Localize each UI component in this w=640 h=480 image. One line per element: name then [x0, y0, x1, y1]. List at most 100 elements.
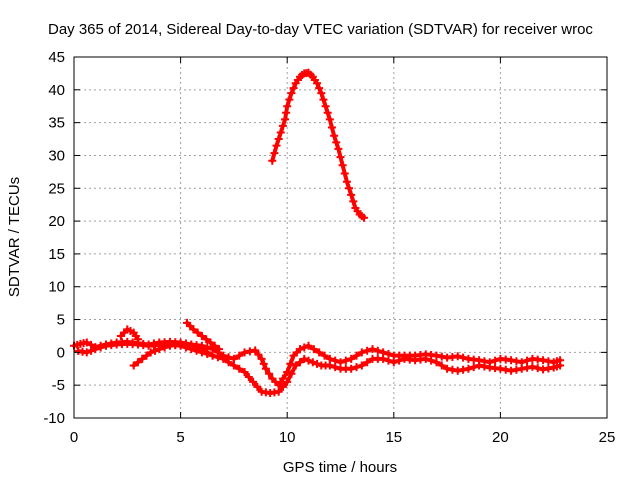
data-point — [278, 121, 287, 130]
data-point — [352, 351, 361, 360]
data-point — [274, 387, 283, 396]
data-point — [253, 382, 262, 391]
x-tick-label: 10 — [279, 429, 296, 446]
data-point — [214, 345, 223, 354]
chart-title: Day 365 of 2014, Sidereal Day-to-day VTE… — [48, 21, 593, 38]
data-point — [283, 377, 292, 386]
data-point — [235, 351, 244, 360]
data-point — [249, 377, 258, 386]
data-point — [281, 115, 290, 124]
x-tick-label: 25 — [599, 429, 616, 446]
data-point — [357, 361, 366, 370]
data-point — [219, 354, 228, 363]
data-point — [286, 359, 295, 368]
series-1 — [268, 68, 368, 222]
x-tick-labels: 0 5 10 15 20 25 — [70, 429, 616, 446]
data-point — [349, 197, 358, 206]
data-point — [347, 364, 356, 373]
data-point — [533, 364, 542, 373]
data-point — [323, 108, 332, 117]
y-tick-label: 10 — [48, 279, 65, 296]
data-point — [203, 348, 212, 357]
data-point — [151, 346, 160, 355]
axis-ticks — [73, 56, 608, 419]
data-point — [300, 343, 309, 352]
x-tick-label: 5 — [176, 429, 184, 446]
data-point — [464, 364, 473, 373]
x-tick-label: 0 — [70, 429, 78, 446]
data-point — [197, 345, 206, 354]
data-point — [129, 361, 138, 370]
data-point — [254, 350, 263, 359]
data-point — [138, 354, 147, 363]
data-point — [556, 361, 565, 370]
data-point — [142, 351, 151, 360]
data-point — [334, 144, 343, 153]
x-axis-title: GPS time / hours — [283, 459, 397, 476]
data-point — [276, 128, 285, 137]
data-point — [274, 135, 283, 144]
data-point — [523, 356, 532, 365]
data-point — [208, 351, 217, 360]
data-point — [304, 356, 313, 365]
y-axis-title: SDTVAR / TECUs — [6, 177, 23, 297]
data-point — [146, 348, 155, 357]
y-tick-labels: -10 -5 0 5 10 15 20 25 30 35 40 45 — [43, 49, 65, 427]
y-tick-label: -5 — [52, 377, 65, 394]
data-point — [336, 153, 345, 162]
data-point — [363, 358, 372, 367]
data-point — [257, 354, 266, 363]
data-point — [235, 364, 244, 373]
data-point — [91, 345, 100, 354]
data-point — [338, 161, 347, 170]
data-point — [251, 346, 260, 355]
data-point — [528, 362, 537, 371]
data-point — [283, 368, 292, 377]
data-point — [202, 335, 211, 344]
data-point — [289, 84, 298, 93]
data-point — [244, 372, 253, 381]
data-point — [340, 169, 349, 178]
y-tick-label: 25 — [48, 180, 65, 197]
data-point — [453, 352, 462, 361]
y-tick-label: 5 — [57, 312, 65, 329]
y-tick-label: 0 — [57, 344, 65, 361]
data-point — [224, 358, 233, 367]
data-point — [313, 79, 322, 88]
x-tick-label: 15 — [385, 429, 402, 446]
data-point — [347, 190, 356, 199]
y-tick-label: 20 — [48, 213, 65, 230]
data-series — [70, 68, 565, 398]
x-tick-label: 20 — [492, 429, 509, 446]
series-6 — [116, 325, 142, 344]
data-point — [189, 325, 198, 334]
data-point — [187, 341, 196, 350]
data-point — [193, 328, 202, 337]
data-point — [357, 348, 366, 357]
data-point — [459, 353, 468, 362]
data-point — [304, 341, 313, 350]
data-point — [229, 361, 238, 370]
data-point — [325, 115, 334, 124]
data-point — [82, 348, 91, 357]
data-point — [321, 102, 330, 111]
data-point — [379, 354, 388, 363]
data-point — [213, 353, 222, 362]
data-point — [491, 356, 500, 365]
data-point — [317, 89, 326, 98]
data-point — [300, 354, 309, 363]
data-point — [359, 213, 368, 222]
data-point — [469, 363, 478, 372]
data-point — [320, 351, 329, 360]
data-point — [287, 89, 296, 98]
y-tick-label: 45 — [48, 49, 65, 66]
data-point — [421, 354, 430, 363]
data-point — [278, 374, 287, 383]
data-point — [155, 345, 164, 354]
data-point — [259, 359, 268, 368]
data-point — [197, 331, 206, 340]
data-point — [368, 345, 377, 354]
data-point — [309, 345, 318, 354]
data-point — [319, 95, 328, 104]
